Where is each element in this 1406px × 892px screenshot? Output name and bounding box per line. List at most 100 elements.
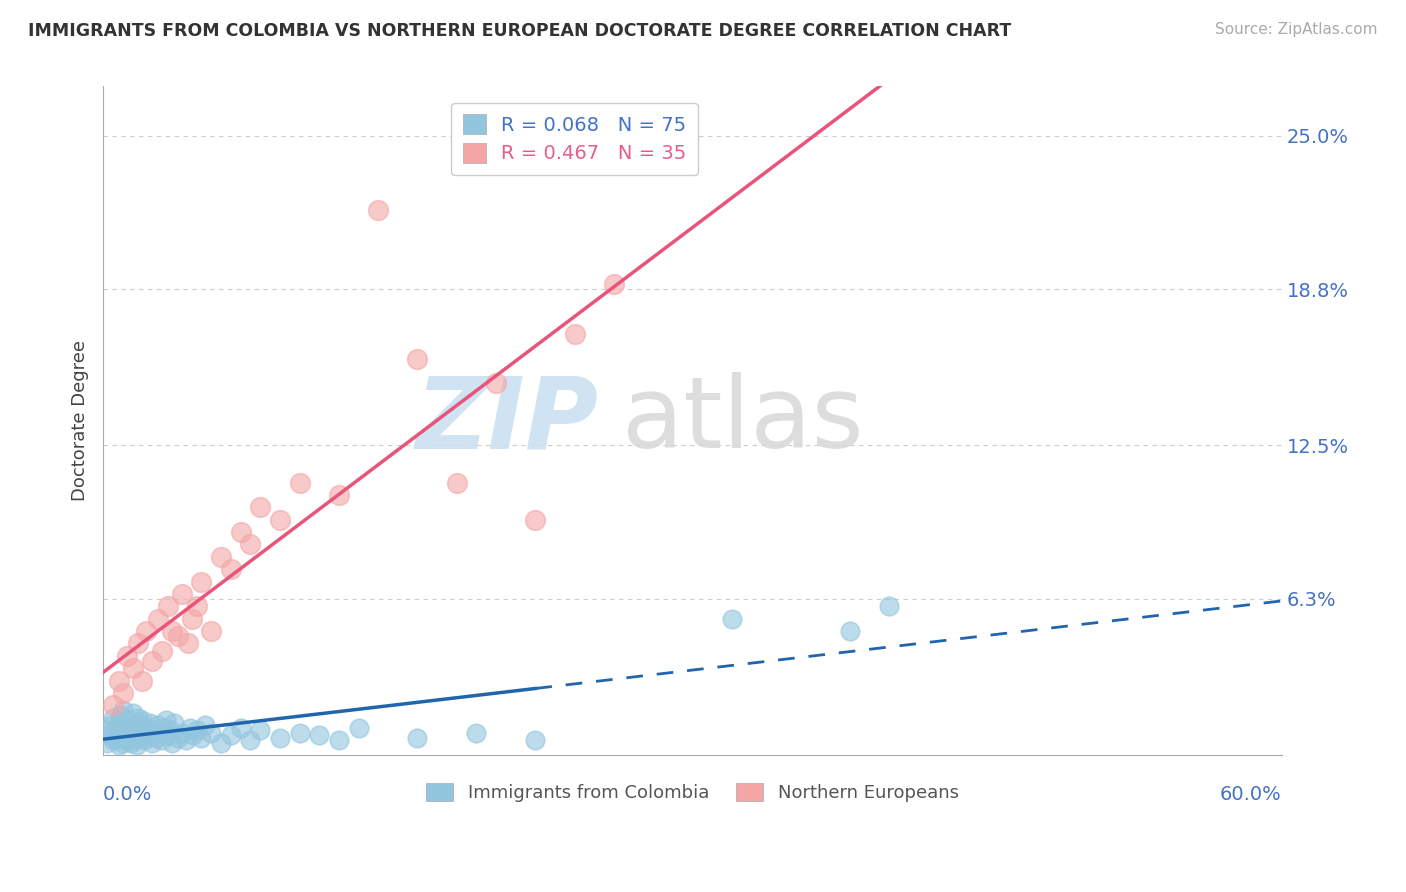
- Text: 60.0%: 60.0%: [1220, 785, 1282, 804]
- Point: [269, 513, 291, 527]
- Point: [328, 488, 350, 502]
- Point: [146, 718, 169, 732]
- Point: [141, 735, 163, 749]
- Point: [200, 725, 222, 739]
- Point: [166, 629, 188, 643]
- Point: [877, 599, 900, 614]
- Point: [110, 728, 132, 742]
- Point: [129, 731, 152, 745]
- Point: [174, 733, 197, 747]
- Point: [170, 587, 193, 601]
- Point: [179, 721, 201, 735]
- Point: [180, 612, 202, 626]
- Point: [163, 715, 186, 730]
- Point: [288, 475, 311, 490]
- Point: [209, 549, 232, 564]
- Point: [347, 721, 370, 735]
- Point: [120, 728, 142, 742]
- Point: [524, 513, 547, 527]
- Point: [249, 723, 271, 738]
- Point: [838, 624, 860, 639]
- Point: [406, 731, 429, 745]
- Point: [143, 723, 166, 738]
- Point: [111, 735, 134, 749]
- Point: [150, 733, 173, 747]
- Point: [159, 723, 181, 738]
- Point: [465, 725, 488, 739]
- Point: [115, 648, 138, 663]
- Point: [115, 713, 138, 727]
- Point: [200, 624, 222, 639]
- Point: [269, 731, 291, 745]
- Point: [328, 733, 350, 747]
- Point: [108, 673, 131, 688]
- Point: [367, 203, 389, 218]
- Point: [145, 731, 167, 745]
- Point: [108, 738, 131, 752]
- Point: [170, 725, 193, 739]
- Point: [115, 733, 138, 747]
- Point: [124, 733, 146, 747]
- Point: [124, 723, 146, 738]
- Point: [121, 715, 143, 730]
- Point: [98, 728, 121, 742]
- Text: Source: ZipAtlas.com: Source: ZipAtlas.com: [1215, 22, 1378, 37]
- Point: [131, 713, 153, 727]
- Point: [308, 728, 330, 742]
- Point: [120, 735, 142, 749]
- Point: [166, 731, 188, 745]
- Point: [446, 475, 468, 490]
- Point: [118, 725, 141, 739]
- Point: [219, 562, 242, 576]
- Point: [105, 721, 128, 735]
- Point: [94, 723, 117, 738]
- Point: [101, 698, 124, 713]
- Point: [101, 711, 124, 725]
- Point: [135, 721, 157, 735]
- Point: [186, 599, 208, 614]
- Point: [209, 735, 232, 749]
- Point: [229, 524, 252, 539]
- Point: [131, 725, 153, 739]
- Point: [150, 644, 173, 658]
- Text: atlas: atlas: [621, 372, 863, 469]
- Point: [127, 718, 149, 732]
- Point: [239, 733, 262, 747]
- Point: [239, 537, 262, 551]
- Point: [190, 574, 212, 589]
- Point: [524, 733, 547, 747]
- Point: [720, 612, 742, 626]
- Point: [131, 673, 153, 688]
- Point: [160, 735, 183, 749]
- Point: [149, 725, 172, 739]
- Point: [229, 721, 252, 735]
- Point: [249, 500, 271, 515]
- Point: [146, 612, 169, 626]
- Text: IMMIGRANTS FROM COLOMBIA VS NORTHERN EUROPEAN DOCTORATE DEGREE CORRELATION CHART: IMMIGRANTS FROM COLOMBIA VS NORTHERN EUR…: [28, 22, 1011, 40]
- Point: [108, 715, 131, 730]
- Point: [114, 718, 136, 732]
- Point: [135, 624, 157, 639]
- Point: [603, 277, 626, 292]
- Point: [153, 721, 176, 735]
- Point: [155, 713, 177, 727]
- Point: [100, 718, 122, 732]
- Point: [139, 715, 162, 730]
- Point: [136, 728, 159, 742]
- Point: [160, 624, 183, 639]
- Point: [127, 636, 149, 650]
- Point: [105, 731, 128, 745]
- Point: [118, 721, 141, 735]
- Point: [186, 723, 208, 738]
- Point: [141, 654, 163, 668]
- Y-axis label: Doctorate Degree: Doctorate Degree: [72, 340, 89, 501]
- Text: ZIP: ZIP: [415, 372, 598, 469]
- Point: [564, 326, 586, 341]
- Point: [219, 728, 242, 742]
- Point: [406, 351, 429, 366]
- Point: [125, 738, 148, 752]
- Point: [190, 731, 212, 745]
- Point: [127, 711, 149, 725]
- Point: [121, 661, 143, 675]
- Text: 0.0%: 0.0%: [103, 785, 152, 804]
